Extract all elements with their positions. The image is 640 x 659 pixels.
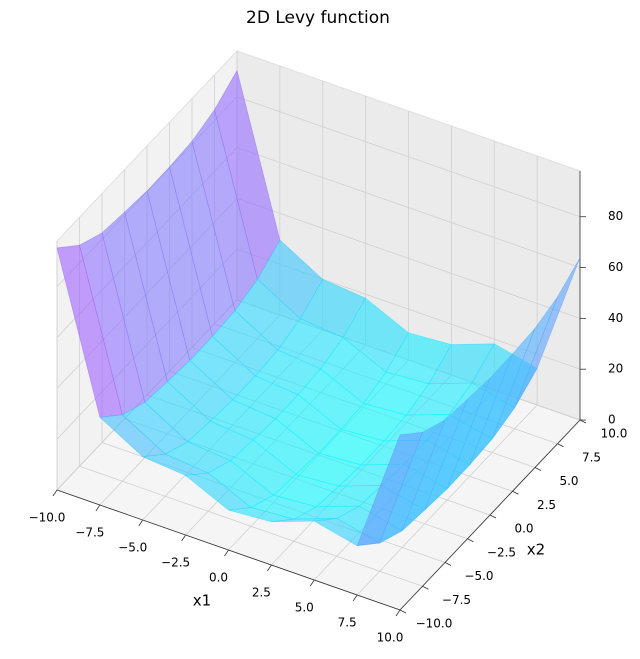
z-tick-label: 40 xyxy=(608,311,623,325)
tick-mark xyxy=(557,443,564,448)
tick-mark xyxy=(512,490,519,495)
y-tick-label: 10.0 xyxy=(601,427,628,441)
x-tick-label: 2.5 xyxy=(252,586,271,600)
x-axis-line xyxy=(56,489,401,611)
z-tick-label: 80 xyxy=(608,209,623,223)
tick-mark xyxy=(399,609,407,614)
x-tick-label: 5.0 xyxy=(295,601,314,615)
y-tick-label: 2.5 xyxy=(537,498,556,512)
tick-mark xyxy=(395,609,401,617)
y-tick-label: 7.5 xyxy=(582,450,601,464)
grid-line xyxy=(79,465,423,587)
y-tick-label: 0.0 xyxy=(514,522,533,536)
y-axis-label: x2 xyxy=(527,541,545,559)
x-tick-label: −2.5 xyxy=(161,556,190,570)
y-tick-label: −2.5 xyxy=(487,545,516,559)
y-tick-label: −5.0 xyxy=(464,569,493,583)
tick-mark xyxy=(444,562,452,566)
tick-mark xyxy=(309,579,315,587)
tick-mark xyxy=(95,504,101,512)
tick-mark xyxy=(52,489,58,497)
x-tick-label: 10.0 xyxy=(377,631,404,645)
x-axis-label: x1 xyxy=(193,592,211,610)
grid-line xyxy=(236,197,581,319)
tick-mark xyxy=(181,534,186,542)
tick-mark xyxy=(138,519,144,527)
tick-mark xyxy=(267,564,272,572)
z-tick-label: 20 xyxy=(608,362,623,376)
tick-mark xyxy=(467,538,474,543)
y-tick-label: −10.0 xyxy=(416,617,453,631)
y-tick-label: −7.5 xyxy=(442,593,471,607)
y-tick-label: 5.0 xyxy=(559,474,578,488)
y-axis-line xyxy=(399,419,581,611)
x-tick-label: −10.0 xyxy=(29,511,66,525)
z-tick-label: 60 xyxy=(608,260,623,274)
z-tick-label: 0 xyxy=(608,413,616,427)
tick-mark xyxy=(352,594,358,602)
tick-mark xyxy=(422,585,429,590)
tick-mark xyxy=(579,419,587,424)
grid-line xyxy=(236,96,581,218)
tick-mark xyxy=(489,514,497,519)
tick-mark xyxy=(534,467,542,471)
chart-title: 2D Levy function xyxy=(246,8,390,28)
x-tick-label: 0.0 xyxy=(209,571,228,585)
x-tick-label: −5.0 xyxy=(118,541,147,555)
grid-line xyxy=(236,147,581,268)
tick-mark xyxy=(224,549,229,557)
x-tick-label: 7.5 xyxy=(338,616,357,630)
surface-patch xyxy=(356,431,423,547)
x-tick-label: −7.5 xyxy=(75,526,104,540)
